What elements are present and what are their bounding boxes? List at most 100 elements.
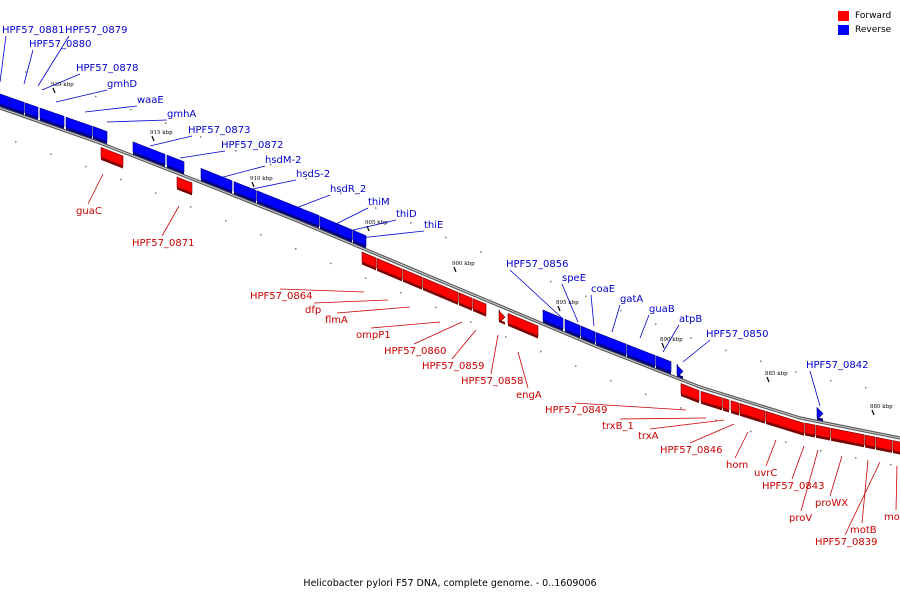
- gene-block-shadow: [817, 417, 823, 422]
- minor-tick: [155, 192, 157, 194]
- gene-label-leader: [344, 219, 397, 233]
- gene-block-shadow: [627, 354, 655, 368]
- gene-label-thid: thiD: [396, 209, 417, 220]
- minor-tick: [445, 236, 447, 239]
- minor-tick: [165, 122, 167, 124]
- legend-reverse-swatch: [838, 25, 849, 35]
- minor-tick: [435, 306, 437, 309]
- gene-block-shadow: [25, 112, 38, 120]
- gene-label-leader: [689, 423, 735, 444]
- minor-tick: [340, 192, 342, 195]
- gene-label-hpf57-0878: HPF57_0878: [76, 63, 138, 74]
- minor-tick: [235, 150, 237, 152]
- gene-label-leader: [0, 35, 7, 83]
- minor-tick: [270, 164, 272, 166]
- gene-label-mota: motA: [884, 512, 900, 523]
- gene-label-leader: [809, 370, 821, 407]
- gene-block-shadow: [766, 421, 804, 436]
- gene-label-leader: [37, 35, 70, 87]
- minor-tick: [620, 309, 622, 312]
- gene-label-hsdr-2: hsdR_2: [330, 184, 366, 195]
- gene-label-hpf57-0839: HPF57_0839: [815, 537, 877, 548]
- gene-block-hpf57-0850: [676, 363, 684, 377]
- gene-label-motb: motB: [850, 525, 877, 536]
- gene-block-shadow: [337, 233, 352, 243]
- gene-label-enga: engA: [516, 390, 542, 401]
- gene-label-hsdm-2: hsdM-2: [265, 155, 302, 166]
- gene-block-shadow: [865, 445, 875, 450]
- gene-label-leader: [574, 402, 687, 411]
- minor-tick: [655, 323, 657, 326]
- minor-tick: [400, 292, 402, 294]
- gene-label-hpf57-0864: HPF57_0864: [250, 291, 312, 302]
- major-tick: [766, 376, 770, 383]
- gene-label-leader: [619, 417, 707, 420]
- gene-label-hpf57-0843: HPF57_0843: [762, 481, 824, 492]
- gene-label-hom: hom: [726, 460, 748, 471]
- minor-tick: [375, 207, 377, 209]
- gene-label-hpf57-0872: HPF57_0872: [221, 140, 283, 151]
- legend-reverse: Reverse: [838, 23, 891, 37]
- gene-label-leader: [682, 339, 711, 363]
- gene-label-leader: [55, 89, 108, 103]
- major-tick: [453, 266, 457, 273]
- major-tick: [151, 135, 155, 142]
- major-tick: [251, 181, 255, 188]
- major-tick: [871, 409, 875, 416]
- gene-label-leader: [237, 179, 297, 193]
- gene-block-shadow: [596, 342, 626, 357]
- gene-block-shadow: [167, 165, 184, 175]
- minor-tick: [540, 350, 542, 353]
- gene-block-shadow: [353, 240, 366, 249]
- gene-label-leader: [279, 288, 365, 293]
- gene-label-gmhd: gmhD: [107, 79, 137, 90]
- legend-forward: Forward: [838, 9, 891, 23]
- gene-label-leader: [295, 194, 331, 209]
- minor-tick: [795, 371, 797, 373]
- gene-block-shadow: [320, 226, 337, 237]
- minor-tick: [760, 360, 762, 362]
- gene-block-shadow: [377, 268, 402, 282]
- gene-label-leader: [861, 459, 869, 524]
- scale-label-915-kbp: 915 kbp: [150, 130, 173, 136]
- minor-tick: [25, 71, 27, 73]
- gene-label-leader: [370, 321, 441, 329]
- gene-label-atpb: atpB: [679, 314, 702, 325]
- gene-block-shadow: [677, 374, 683, 379]
- gene-block-shadow: [10, 107, 24, 115]
- minor-tick: [200, 136, 202, 138]
- gene-label-hpf57-0873: HPF57_0873: [188, 125, 250, 136]
- gene-block-shadow: [656, 365, 671, 375]
- gene-block-shadow: [403, 279, 422, 290]
- gene-label-ompp1: ompP1: [356, 330, 391, 341]
- scale-label-920-kbp: 920 kbp: [51, 82, 74, 88]
- gene-label-uvrc: uvrC: [754, 468, 777, 479]
- minor-tick: [725, 349, 727, 352]
- minor-tick: [855, 457, 857, 459]
- gene-label-guab: guaB: [649, 304, 675, 315]
- legend: Forward Reverse: [838, 9, 891, 37]
- gene-block-shadow: [893, 450, 900, 455]
- minor-tick: [750, 430, 752, 432]
- gene-block-shadow: [133, 151, 165, 167]
- gene-label-leader: [23, 49, 34, 85]
- minor-tick: [550, 280, 552, 283]
- gene-label-leader: [765, 439, 777, 467]
- major-tick: [52, 87, 56, 94]
- gene-block-mota: [892, 440, 900, 453]
- gene-block-shadow: [101, 157, 123, 169]
- gene-label-leader: [649, 419, 725, 430]
- gene-block-motb: [864, 434, 876, 448]
- gene-block-shadow: [201, 178, 232, 194]
- gene-label-hpf57-0860: HPF57_0860: [384, 346, 446, 357]
- gene-label-leader: [313, 299, 389, 304]
- gene-label-leader: [844, 461, 881, 536]
- gene-label-hpf57-0850: HPF57_0850: [706, 329, 768, 340]
- scale-label-880-kbp: 880 kbp: [870, 404, 893, 410]
- gene-label-thie: thiE: [424, 220, 443, 231]
- gene-label-hpf57-0856: HPF57_0856: [506, 259, 568, 270]
- gene-label-spee: speE: [562, 273, 586, 284]
- scale-label-895-kbp: 895 kbp: [556, 300, 579, 306]
- legend-forward-swatch: [838, 11, 849, 21]
